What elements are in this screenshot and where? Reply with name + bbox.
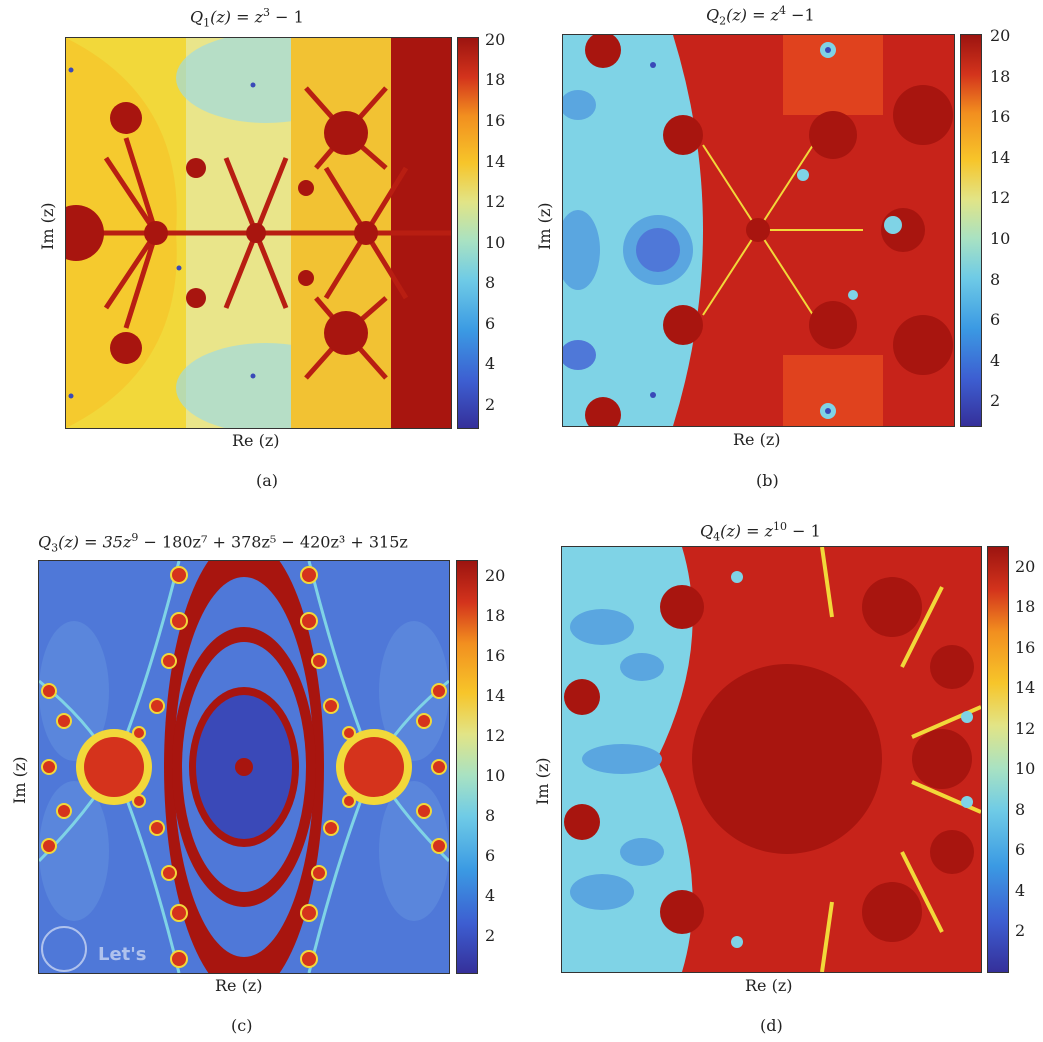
cbar-tick: 18 (485, 606, 506, 625)
cbar-tick: 16 (990, 107, 1011, 126)
cbar-tick: 8 (485, 273, 496, 292)
cbar-tick: 4 (1015, 881, 1026, 900)
chart-title-d: Q4(z) = z10 − 1 (700, 520, 821, 544)
heatmap-plot-b (562, 34, 955, 427)
cbar-tick: 12 (485, 726, 506, 745)
cbar-tick: 20 (485, 30, 506, 49)
cbar-tick: 16 (485, 111, 506, 130)
colorbar-d (987, 546, 1009, 973)
chart-title-c: Q3(z) = 35z9 − 180z⁷ + 378z⁵ − 420z³ + 3… (38, 531, 408, 555)
colorbar-b (960, 34, 982, 427)
y-axis-label-c: Im (z) (10, 756, 29, 805)
cbar-tick: 2 (485, 926, 496, 945)
cbar-tick: 6 (990, 310, 1001, 329)
cbar-tick: 18 (485, 70, 506, 89)
cbar-tick: 18 (990, 67, 1011, 86)
cbar-tick: 12 (1015, 719, 1036, 738)
cbar-tick: 14 (485, 152, 506, 171)
heatmap-plot-a (65, 37, 452, 429)
cbar-tick: 6 (1015, 840, 1026, 859)
cbar-tick: 6 (485, 846, 496, 865)
x-axis-label-d: Re (z) (745, 976, 793, 995)
cbar-tick: 2 (485, 395, 496, 414)
cbar-tick: 16 (485, 646, 506, 665)
cbar-tick: 8 (485, 806, 496, 825)
panel-letter-b: (b) (756, 471, 779, 490)
cbar-tick: 2 (990, 391, 1001, 410)
cbar-tick: 4 (990, 351, 1001, 370)
cbar-tick: 18 (1015, 597, 1036, 616)
y-axis-label-d: Im (z) (533, 757, 552, 806)
cbar-tick: 20 (1015, 557, 1036, 576)
y-axis-label-a: Im (z) (38, 202, 57, 251)
panel-letter-d: (d) (760, 1016, 783, 1035)
cbar-tick: 14 (990, 148, 1011, 167)
cbar-tick: 4 (485, 886, 496, 905)
cbar-tick: 20 (485, 566, 506, 585)
cbar-tick: 14 (1015, 678, 1036, 697)
cbar-tick: 10 (1015, 759, 1036, 778)
watermark-text: Let's (98, 944, 147, 965)
heatmap-plot-d (561, 546, 982, 973)
colorbar-c (456, 560, 478, 974)
cbar-tick: 6 (485, 314, 496, 333)
cbar-tick: 16 (1015, 638, 1036, 657)
colorbar-a (457, 37, 479, 429)
cbar-tick: 8 (1015, 800, 1026, 819)
chart-title-a: Q1(z) = z3 − 1 (190, 6, 304, 30)
cbar-tick: 2 (1015, 921, 1026, 940)
y-axis-label-b: Im (z) (535, 202, 554, 251)
cbar-tick: 20 (990, 26, 1011, 45)
cbar-tick: 14 (485, 686, 506, 705)
cbar-tick: 10 (485, 766, 506, 785)
panel-letter-a: (a) (256, 471, 279, 490)
x-axis-label-b: Re (z) (733, 430, 781, 449)
x-axis-label-c: Re (z) (215, 976, 263, 995)
cbar-tick: 8 (990, 270, 1001, 289)
cbar-tick: 4 (485, 354, 496, 373)
cbar-tick: 10 (990, 229, 1011, 248)
cbar-tick: 12 (990, 188, 1011, 207)
heatmap-plot-c (38, 560, 450, 974)
cbar-tick: 12 (485, 192, 506, 211)
panel-letter-c: (c) (231, 1016, 253, 1035)
x-axis-label-a: Re (z) (232, 431, 280, 450)
cbar-tick: 10 (485, 233, 506, 252)
chart-title-b: Q2(z) = z4 −1 (706, 4, 815, 28)
